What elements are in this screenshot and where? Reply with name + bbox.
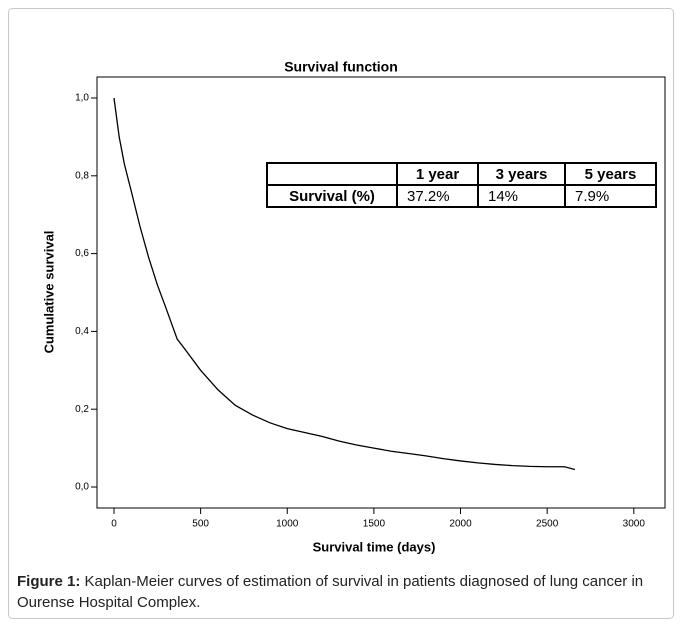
x-tick-label: 1500 <box>363 519 386 530</box>
y-tick-label: 0,2 <box>75 404 89 415</box>
table-cell: 37.2% <box>407 188 450 205</box>
y-tick-label: 0,8 <box>75 170 89 181</box>
y-tick-label: 1,0 <box>75 93 89 104</box>
y-axis-label: Cumulative survival <box>41 231 56 354</box>
x-tick-label: 500 <box>192 519 209 530</box>
chart-title: Survival function <box>284 59 398 75</box>
x-tick-label: 0 <box>111 519 117 530</box>
x-tick-label: 3000 <box>623 519 646 530</box>
y-tick-label: 0,0 <box>75 482 89 493</box>
x-tick-label: 2000 <box>449 519 472 530</box>
y-tick-label: 0,6 <box>75 248 89 259</box>
y-tick-label: 0,4 <box>75 326 89 337</box>
x-axis-label: Survival time (days) <box>313 539 436 554</box>
table-header: 5 years <box>585 166 637 183</box>
table-cell: 7.9% <box>575 188 609 205</box>
x-tick-label: 1000 <box>276 519 299 530</box>
caption: Figure 1: Kaplan-Meier curves of estimat… <box>17 571 667 613</box>
table-header: 3 years <box>496 166 548 183</box>
x-tick-label: 2500 <box>536 519 559 530</box>
table-header: 1 year <box>416 166 460 183</box>
table-row-label: Survival (%) <box>289 188 375 205</box>
plot-frame <box>96 76 666 509</box>
figure-border <box>8 8 674 619</box>
caption-text: Kaplan-Meier curves of estimation of sur… <box>17 573 644 611</box>
survival-curve <box>113 97 576 471</box>
caption-label: Figure 1: <box>17 573 81 590</box>
table-cell: 14% <box>488 188 518 205</box>
